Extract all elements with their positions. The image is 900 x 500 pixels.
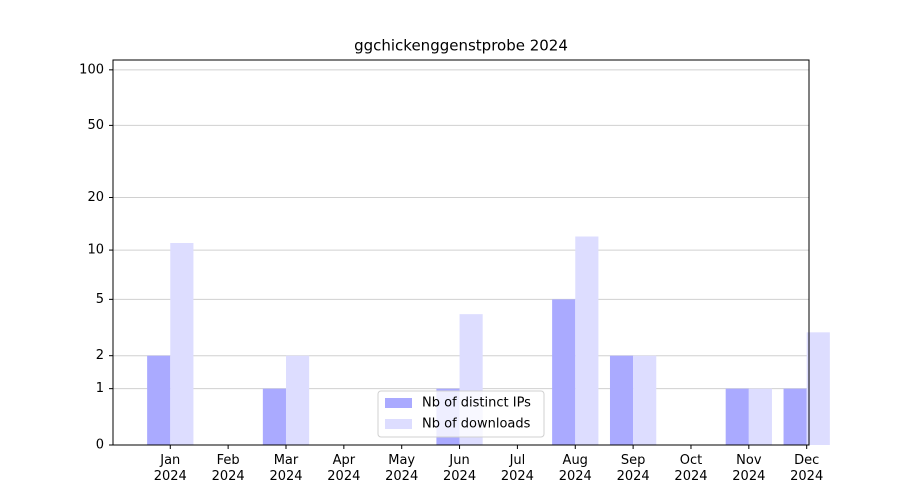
plot-frame	[112, 59, 810, 446]
bar	[147, 355, 171, 445]
y-tick-label: 10	[87, 243, 104, 258]
legend-label: Nb of downloads	[422, 417, 531, 432]
bar	[262, 388, 286, 445]
bar	[748, 388, 772, 445]
x-tick-label: Jan 2024	[153, 453, 187, 484]
bar	[725, 388, 749, 445]
x-tick-label: Nov 2024	[732, 453, 766, 484]
x-tick-label: Mar 2024	[269, 453, 303, 484]
x-tick-label: Aug 2024	[558, 453, 592, 484]
bar	[170, 243, 194, 445]
y-tick-label: 100	[79, 62, 104, 77]
bar	[552, 299, 576, 445]
y-tick-label: 20	[87, 190, 104, 205]
bar	[575, 236, 599, 445]
legend-swatch	[385, 398, 412, 408]
y-tick-label: 2	[96, 348, 104, 363]
y-tick-label: 0	[96, 438, 104, 453]
x-tick-label: May 2024	[385, 453, 419, 484]
legend-label: Nb of distinct IPs	[422, 396, 531, 411]
bar	[609, 355, 634, 445]
y-tick-label: 1	[96, 381, 104, 396]
chart-title: ggchickenggenstprobe 2024	[354, 37, 568, 55]
x-tick-label: Apr 2024	[327, 453, 361, 484]
x-tick-label: Jun 2024	[443, 453, 477, 484]
y-tick-label: 50	[87, 118, 104, 133]
x-tick-label: Feb 2024	[211, 453, 245, 484]
x-tick-label: Jul 2024	[500, 453, 534, 484]
bar	[783, 388, 807, 445]
x-tick-label: Dec 2024	[790, 453, 824, 484]
bar	[285, 355, 310, 445]
bar	[633, 355, 657, 445]
x-tick-label: Oct 2024	[674, 453, 708, 484]
legend-swatch	[385, 419, 412, 429]
bar	[806, 332, 830, 445]
y-tick-label: 5	[96, 292, 104, 307]
legend-box	[377, 390, 545, 438]
x-tick-label: Sep 2024	[616, 453, 650, 484]
legend: Nb of distinct IPs Nb of downloads	[377, 390, 545, 438]
